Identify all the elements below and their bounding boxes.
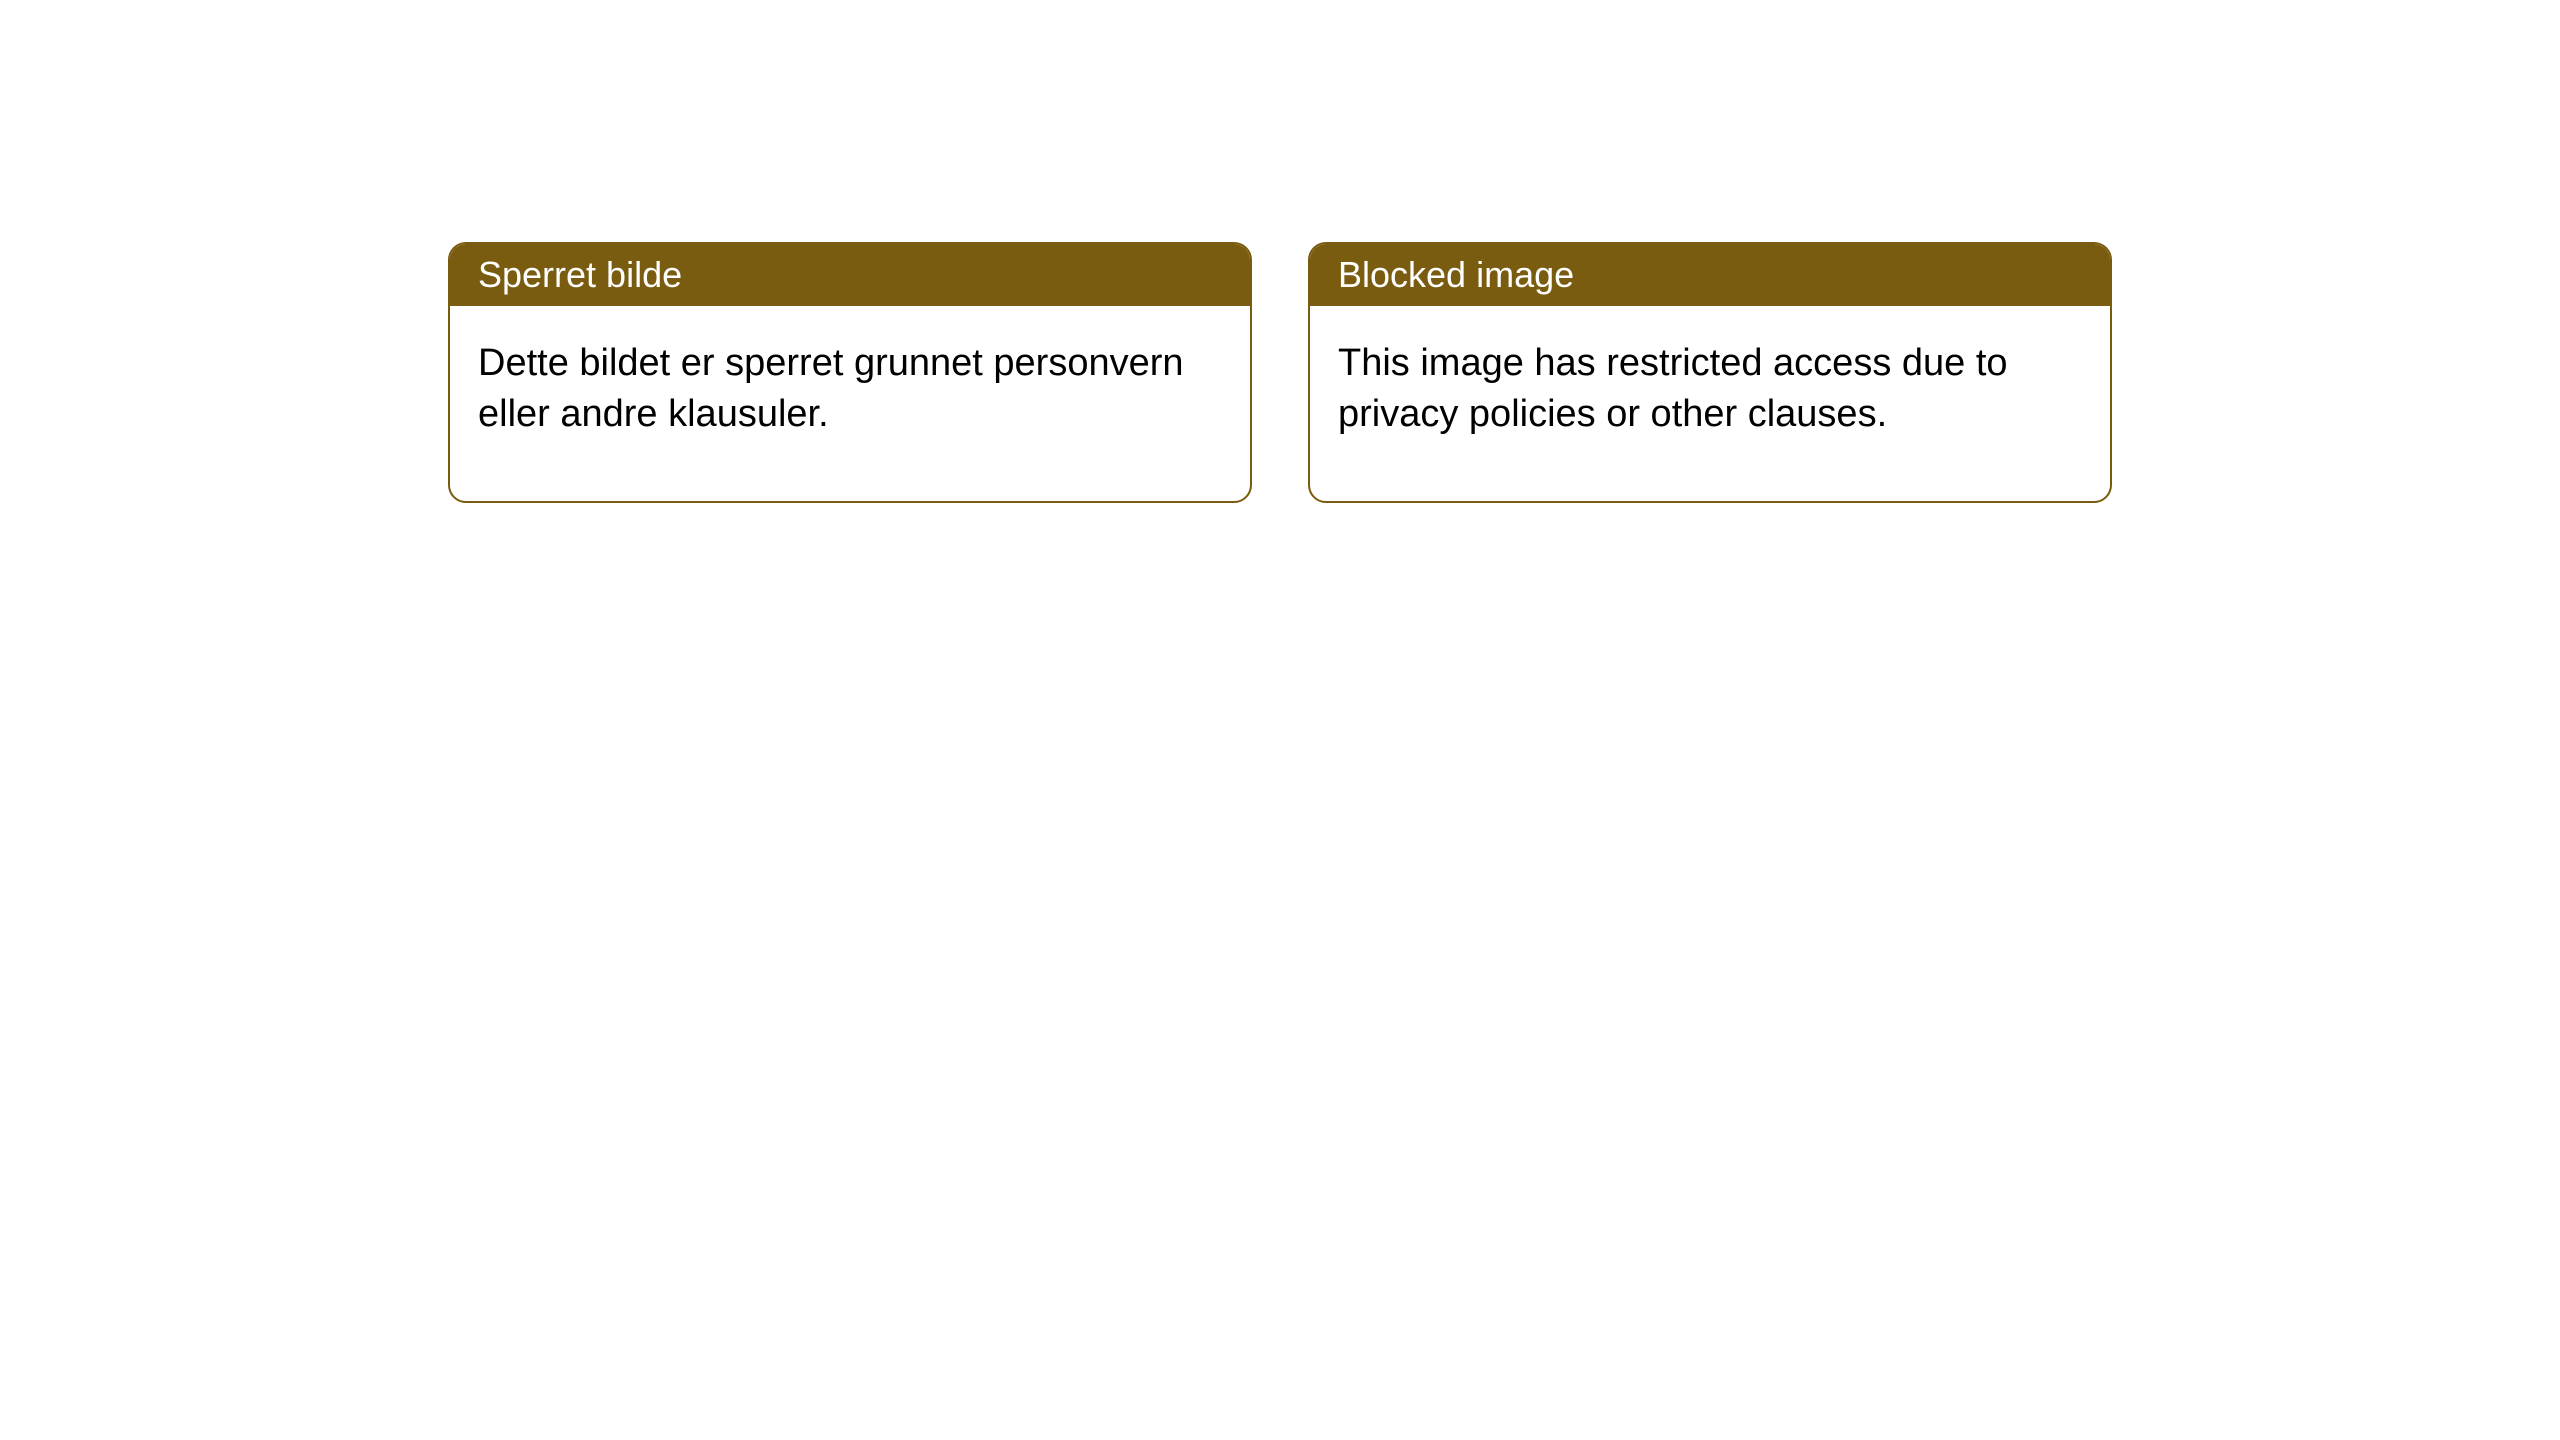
notice-box-norwegian: Sperret bilde Dette bildet er sperret gr… xyxy=(448,242,1252,503)
notice-message: Dette bildet er sperret grunnet personve… xyxy=(478,342,1184,435)
notice-box-english: Blocked image This image has restricted … xyxy=(1308,242,2112,503)
notice-message: This image has restricted access due to … xyxy=(1338,342,2008,435)
notice-header: Sperret bilde xyxy=(450,244,1250,306)
notice-header: Blocked image xyxy=(1310,244,2110,306)
notice-body: This image has restricted access due to … xyxy=(1310,306,2110,501)
notice-title: Blocked image xyxy=(1338,254,1574,295)
notice-body: Dette bildet er sperret grunnet personve… xyxy=(450,306,1250,501)
notice-container: Sperret bilde Dette bildet er sperret gr… xyxy=(0,0,2560,503)
notice-title: Sperret bilde xyxy=(478,254,682,295)
